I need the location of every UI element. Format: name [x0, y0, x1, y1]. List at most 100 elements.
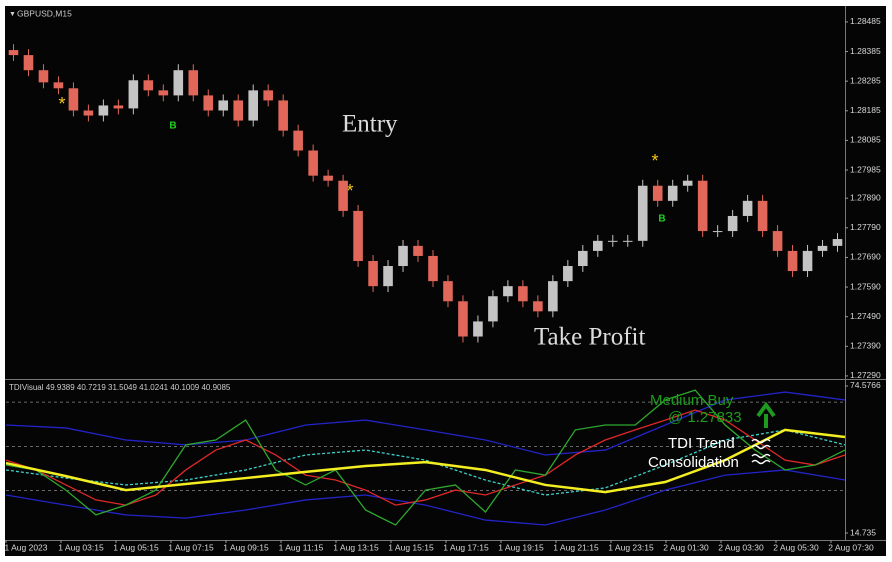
candle-body: [473, 321, 483, 337]
x-tick-label: 1 Aug 09:15: [223, 542, 269, 552]
candle-body: [323, 175, 333, 181]
candle-body: [368, 260, 378, 287]
candle-body: [488, 296, 498, 322]
candle-body: [757, 200, 768, 232]
candle-body: [23, 55, 34, 71]
candle-body: [428, 255, 438, 282]
candle-body: [652, 185, 663, 201]
candle-body: [203, 95, 214, 111]
candle-body: [578, 250, 588, 267]
candle-body: [533, 301, 543, 312]
candle-body: [622, 240, 633, 242]
x-tick-label: 2 Aug 01:30: [663, 542, 709, 552]
candle-body: [278, 100, 288, 131]
entry-annotation: Entry: [342, 111, 398, 138]
candle-body: [727, 215, 738, 232]
candle-body: [787, 250, 798, 272]
x-tick-label: 2 Aug 03:30: [718, 542, 764, 552]
candle-body: [233, 100, 244, 121]
candle-body: [383, 266, 393, 287]
candle-body: [338, 180, 348, 211]
candle-body: [697, 180, 708, 232]
signal-star: *: [58, 94, 65, 114]
trend-icon: [751, 438, 771, 465]
candle-body: [772, 231, 783, 251]
x-tick-label: 1 Aug 07:15: [168, 542, 214, 552]
candle-body: [83, 110, 94, 116]
signal-star: *: [346, 181, 353, 201]
trend-label: TDI Trend: [668, 435, 735, 452]
y-tick-label: 1.27890: [850, 192, 881, 202]
candle-body: [712, 231, 723, 233]
y-tick-label: 1.27390: [850, 341, 881, 351]
candle-body: [113, 105, 124, 109]
x-tick-label: 1 Aug 03:15: [58, 542, 104, 552]
indicator-line: [5, 428, 846, 494]
candle-body: [143, 80, 154, 91]
candle-body: [128, 80, 139, 109]
medium-buy-label: Medium Buy: [650, 392, 734, 409]
candle-body: [667, 185, 678, 201]
candle-body: [682, 180, 693, 186]
indicator-title: TDIVisual 49.9389 40.7219 31.5049 41.024…: [9, 383, 231, 392]
take-profit-annotation: Take Profit: [534, 324, 645, 351]
candle-body: [158, 90, 169, 96]
candle-body: [637, 185, 648, 241]
candle-body: [593, 240, 603, 251]
candle-body: [503, 286, 513, 297]
candle-body: [248, 90, 258, 121]
y-tick-label: 1.28285: [850, 75, 881, 85]
candle-body: [218, 100, 229, 111]
indicator-line: [5, 429, 846, 496]
y-tick-label: 1.27985: [850, 164, 881, 174]
x-tick-label: 1 Aug 23:15: [608, 542, 654, 552]
x-tick-label: 2 Aug 05:30: [773, 542, 819, 552]
y-tick-label: 1.28485: [850, 16, 881, 26]
candle-body: [38, 70, 49, 83]
y-tick-label: 1.28085: [850, 135, 881, 145]
candle-body: [98, 105, 109, 116]
y-tick-label: 1.28385: [850, 46, 881, 56]
candle-body: [8, 50, 19, 56]
candle-body: [173, 70, 184, 96]
y-tick-label: 74.5766: [850, 380, 881, 390]
x-tick-label: 1 Aug 17:15: [443, 542, 489, 552]
candle-body: [53, 82, 64, 89]
candle-body: [293, 130, 303, 151]
symbol-title: GBPUSD,M15: [17, 8, 72, 18]
candle-body: [353, 210, 363, 261]
x-tick-label: 1 Aug 19:15: [498, 542, 544, 552]
x-tick-label: 1 Aug 15:15: [388, 542, 434, 552]
candle-body: [607, 240, 618, 242]
y-tick-label: 1.27290: [850, 370, 881, 380]
y-tick-label: 14.735: [850, 527, 876, 537]
indicator-line: [5, 391, 846, 456]
buy-price-label: @ 1.27833: [668, 409, 742, 426]
x-tick-label: 1 Aug 05:15: [113, 542, 159, 552]
x-tick-label: 1 Aug 2023: [4, 542, 47, 552]
y-tick-label: 1.27590: [850, 281, 881, 291]
symbol-dropdown[interactable]: ▼: [9, 11, 16, 18]
signal-star: *: [651, 151, 658, 171]
y-tick-label: 1.27690: [850, 252, 881, 262]
indicator-line: [5, 409, 846, 506]
candle-body: [563, 266, 573, 282]
candle-body: [742, 200, 753, 216]
y-tick-label: 1.27790: [850, 222, 881, 232]
buy-signal: B: [169, 121, 176, 132]
x-tick-label: 1 Aug 11:15: [279, 542, 324, 552]
candle-body: [518, 286, 528, 302]
x-tick-label: 1 Aug 13:15: [333, 542, 379, 552]
buy-signal: B: [658, 214, 665, 225]
candle-body: [802, 250, 813, 272]
candle-body: [443, 281, 453, 302]
candle-body: [398, 245, 408, 267]
y-tick-label: 1.28185: [850, 105, 881, 115]
candle-body: [458, 301, 468, 337]
candle-body: [308, 150, 318, 176]
candle-body: [413, 245, 423, 256]
candle-body: [263, 90, 273, 101]
candle-body: [188, 70, 199, 96]
candle-body: [832, 239, 843, 246]
